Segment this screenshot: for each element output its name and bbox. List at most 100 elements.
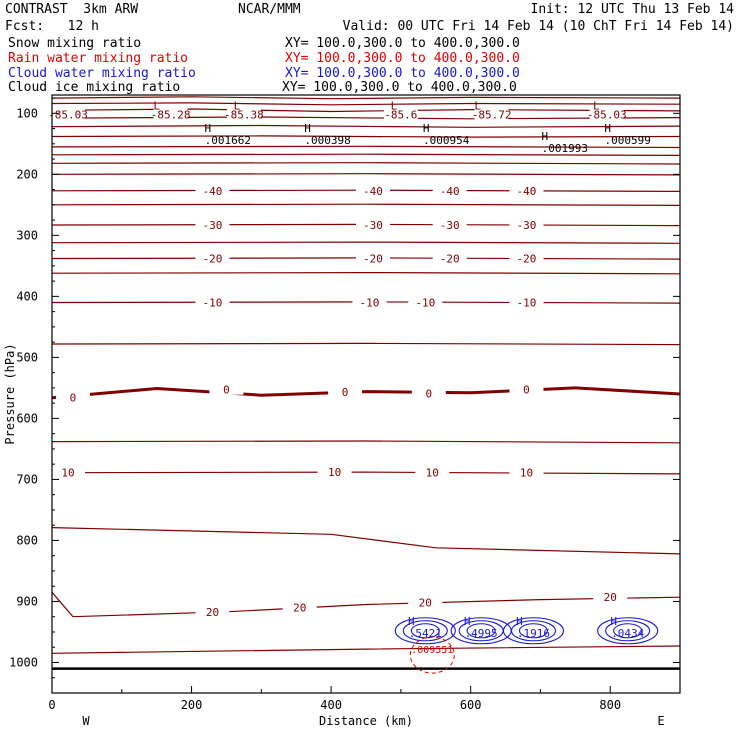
- label-halo: [509, 218, 544, 230]
- cloud-water-high-value: .1916: [517, 627, 550, 640]
- label-halo: [195, 296, 230, 308]
- label-halo: [226, 108, 261, 120]
- temperature-label: -85.28: [151, 109, 191, 122]
- label-halo: [282, 601, 317, 613]
- rain-high-value: .009551: [411, 645, 453, 656]
- y-tick-label: 500: [16, 350, 38, 364]
- temperature-contour: [51, 203, 681, 206]
- field-name-rain: Rain water mixing ratio: [8, 51, 189, 66]
- temperature-label: -20: [440, 253, 460, 266]
- temperature-label: -10: [517, 296, 537, 309]
- ice-high-marker: H: [304, 122, 311, 135]
- label-halo: [355, 252, 390, 264]
- temperature-contour: [51, 527, 681, 555]
- y-tick-label: 800: [16, 533, 38, 547]
- ice-high-value: .001662: [205, 134, 251, 147]
- temperature-contour: [51, 471, 681, 475]
- ice-high-marker: H: [542, 130, 549, 143]
- temperature-label: 10: [328, 466, 341, 479]
- temperature-contour: [51, 342, 681, 346]
- label-halo: [383, 108, 418, 120]
- label-halo: [355, 218, 390, 230]
- x-axis-title: Distance (km): [319, 714, 413, 728]
- model-title: CONTRAST 3km ARW: [5, 2, 139, 17]
- valid-time: Valid: 00 UTC Fri 14 Feb 14 (10 ChT Fri …: [342, 19, 734, 34]
- temperature-contour: [51, 124, 681, 128]
- low-marker: L: [474, 99, 481, 112]
- cloud-water-contour: [518, 623, 549, 639]
- init-time: Init: 12 UTC Thu 13 Feb 14: [530, 2, 735, 17]
- plot-frame: [51, 94, 681, 694]
- temperature-label: 0: [223, 384, 230, 397]
- cloud-water-high-marker: H: [408, 615, 415, 628]
- field-name-cloud-ice: Cloud ice mixing ratio: [8, 80, 181, 95]
- temperature-label: 0: [70, 392, 77, 405]
- label-halo: [209, 383, 244, 395]
- cloud-water-contour: [502, 617, 565, 645]
- label-halo: [51, 108, 85, 120]
- ice-high-value: .000954: [423, 134, 470, 147]
- temperature-label: -30: [363, 219, 383, 232]
- ice-high-marker: H: [205, 122, 212, 135]
- y-axis-title: Pressure (hPa): [3, 343, 17, 444]
- temperature-label: 0: [523, 384, 530, 397]
- field-name-cloud-water: Cloud water mixing ratio: [8, 66, 196, 81]
- y-tick-label: 900: [16, 594, 38, 608]
- cloud-water-contours: [394, 617, 659, 674]
- y-tick-label: 600: [16, 411, 38, 425]
- label-halo: [593, 591, 628, 603]
- x-tick-label: 0: [48, 698, 55, 712]
- temperature-label: -10: [415, 296, 435, 309]
- temperature-label: -20: [363, 253, 383, 266]
- temperature-contour: [51, 386, 681, 400]
- low-marker: L: [593, 99, 600, 112]
- cloud-water-contour: [613, 623, 643, 639]
- cloud-water-contour: [605, 620, 651, 642]
- field-xy-snow: XY= 100.0,300.0 to 400.0,300.0: [285, 36, 520, 51]
- temperature-label: -85.03: [48, 109, 88, 122]
- temperature-contour: [51, 96, 681, 100]
- y-tick-label: 400: [16, 289, 38, 303]
- label-halo: [153, 108, 188, 120]
- temperature-label: -85.03: [587, 109, 627, 122]
- cloud-water-contour: [402, 620, 448, 642]
- label-halo: [317, 466, 352, 478]
- cloud-water-high-value: .4995: [465, 627, 498, 640]
- temperature-contour: [51, 591, 681, 618]
- forecast-hour: Fcst: 12 h: [5, 19, 99, 34]
- label-halo: [51, 466, 85, 478]
- label-halo: [195, 605, 230, 617]
- temperature-contour: [51, 153, 681, 156]
- low-marker: L: [391, 99, 398, 112]
- temperature-label: 20: [206, 606, 219, 619]
- label-halo: [195, 184, 230, 196]
- temperature-contour: [51, 145, 681, 149]
- temperature-contour: [51, 271, 681, 275]
- y-tick-label: 1000: [9, 655, 38, 669]
- low-marker: L: [153, 99, 160, 112]
- cloud-water-high-marker: H: [464, 615, 471, 628]
- y-tick-label: 700: [16, 472, 38, 486]
- label-halo: [509, 296, 544, 308]
- east-label: E: [657, 714, 664, 728]
- temperature-contour: [51, 135, 681, 138]
- temperature-label: -40: [440, 185, 460, 198]
- cloud-water-contour: [466, 623, 496, 639]
- temperature-contour: [51, 102, 681, 106]
- label-halo: [352, 296, 387, 308]
- organization-label: NCAR/MMM: [238, 2, 301, 17]
- label-halo: [432, 218, 467, 230]
- label-halo: [415, 466, 450, 478]
- temperature-contour: [51, 162, 681, 165]
- temperature-label: -30: [440, 219, 460, 232]
- label-halo: [355, 184, 390, 196]
- x-tick-label: 600: [460, 698, 482, 712]
- field-xy-cloud-ice: XY= 100.0,300.0 to 400.0,300.0: [282, 80, 517, 95]
- x-tick-label: 400: [320, 698, 342, 712]
- temperature-contour: [51, 116, 681, 120]
- temperature-contour: [51, 173, 681, 176]
- temperature-label: 20: [604, 591, 617, 604]
- label-halo: [589, 108, 624, 120]
- temperature-label: 0: [425, 387, 432, 400]
